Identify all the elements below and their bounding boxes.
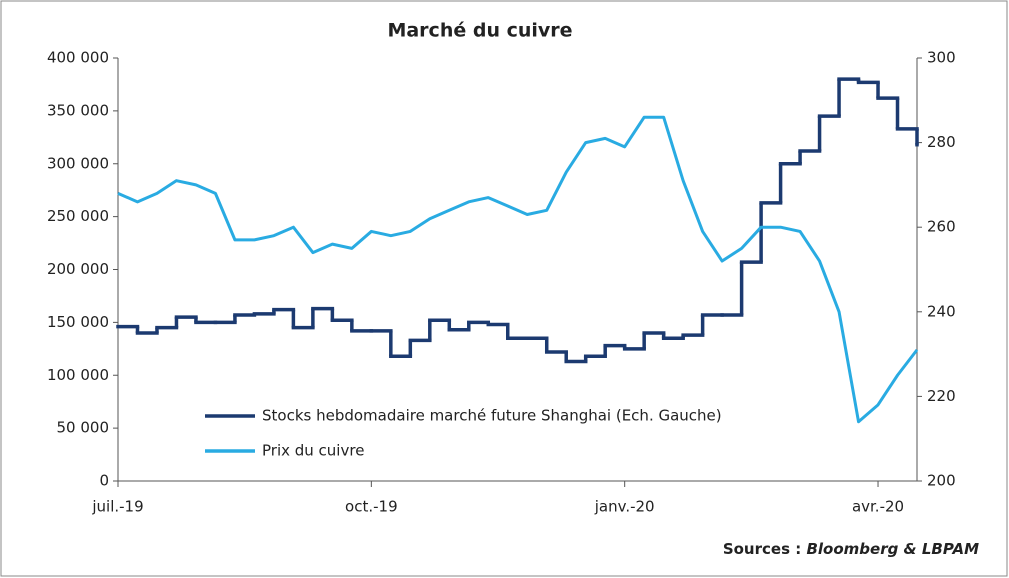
y-tick-label: 150 000 bbox=[47, 313, 109, 331]
x-tick-label: juil.-19 bbox=[91, 498, 143, 516]
y-tick-label: 50 000 bbox=[57, 419, 110, 437]
y-tick-label: 0 bbox=[99, 472, 109, 490]
y-tick-label: 400 000 bbox=[47, 49, 109, 67]
x-tick-label: janv.-20 bbox=[594, 498, 655, 516]
y-tick-label: 200 000 bbox=[47, 260, 109, 278]
chart-title: Marché du cuivre bbox=[387, 20, 572, 42]
source: Sources : Bloomberg & LBPAM bbox=[723, 540, 979, 558]
y-tick-label: 100 000 bbox=[47, 366, 109, 384]
y2-tick-label: 240 bbox=[927, 302, 956, 320]
source-name: Bloomberg & LBPAM bbox=[806, 540, 979, 558]
y-tick-label: 350 000 bbox=[47, 101, 109, 119]
y2-tick-label: 200 bbox=[927, 472, 956, 490]
y-tick-label: 300 000 bbox=[47, 154, 109, 172]
y2-tick-label: 300 bbox=[927, 49, 956, 67]
x-tick-label: avr.-20 bbox=[852, 498, 904, 516]
y-tick-label: 250 000 bbox=[47, 207, 109, 225]
x-tick-label: oct.-19 bbox=[345, 498, 398, 516]
source-label: Sources : bbox=[723, 540, 801, 558]
y2-tick-label: 220 bbox=[927, 387, 956, 405]
y2-tick-label: 280 bbox=[927, 133, 956, 151]
legend-label: Prix du cuivre bbox=[262, 442, 364, 460]
legend-label: Stocks hebdomadaire marché future Shangh… bbox=[262, 407, 722, 425]
series-line bbox=[117, 115, 919, 424]
y2-tick-label: 260 bbox=[927, 218, 956, 236]
